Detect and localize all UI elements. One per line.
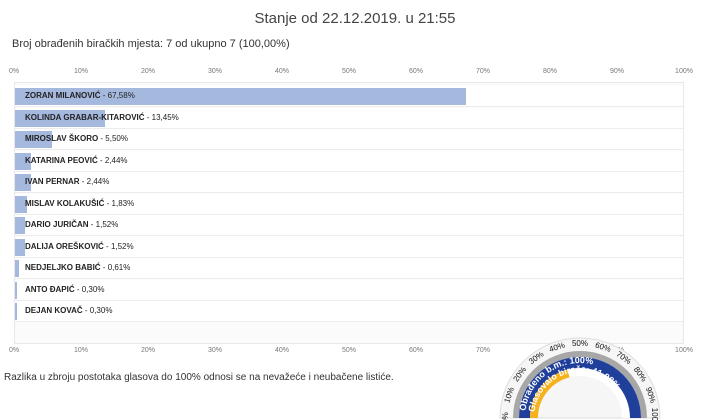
x-tick-label: 0% xyxy=(8,68,20,75)
x-tick-label: 100% xyxy=(675,347,693,354)
processed-stations-arc xyxy=(519,357,641,419)
candidate-name: DEJAN KOVAČ xyxy=(25,306,83,315)
candidate-name: MISLAV KOLAKUŠIĆ xyxy=(25,198,105,208)
x-tick-label: 50% xyxy=(341,347,357,354)
label-separator: - xyxy=(98,134,106,143)
candidate-label: DALIJA OREŠKOVIĆ - 1,52% xyxy=(25,242,134,251)
candidate-percent: 1,52% xyxy=(95,220,119,229)
candidate-row: DALIJA OREŠKOVIĆ - 1,52% xyxy=(15,236,683,258)
x-tick-label: 30% xyxy=(207,347,223,354)
x-axis-top: 0% 10% 20% 30% 40% 50% 60% 70% 80% 90% 100% xyxy=(9,68,693,80)
candidate-percent: 0,61% xyxy=(107,263,131,272)
page-title: Stanje od 22.12.2019. u 21:55 xyxy=(254,10,456,27)
candidate-label: MISLAV KOLAKUŠIĆ - 1,83% xyxy=(25,199,134,208)
result-bar xyxy=(15,303,17,320)
gauge-outer-ring xyxy=(513,351,647,419)
candidate-name: KOLINDA GRABAR-KITAROVIĆ xyxy=(25,112,145,122)
label-separator: - xyxy=(82,306,90,315)
candidate-row: IVAN PERNAR - 2,44% xyxy=(15,172,683,193)
candidate-row: MISLAV KOLAKUŠIĆ - 1,83% xyxy=(15,193,683,215)
label-separator: - xyxy=(74,284,82,294)
x-tick-label: 70% xyxy=(475,68,491,75)
candidate-percent: 1,52% xyxy=(110,241,134,251)
candidate-name: MIROSLAV ŠKORO xyxy=(25,134,99,143)
label-separator: - xyxy=(100,91,108,100)
label-separator: - xyxy=(88,220,96,229)
x-tick-label: 40% xyxy=(274,68,290,75)
x-tick-label: 40% xyxy=(274,347,290,354)
result-bar xyxy=(15,195,28,213)
candidate-percent: 0,30% xyxy=(81,284,105,294)
processed-stations-subtitle: Broj obrađenih biračkih mjesta: 7 od uku… xyxy=(12,38,290,50)
result-bar xyxy=(15,217,26,234)
candidate-row: MIROSLAV ŠKORO - 5,50% xyxy=(15,129,683,150)
candidate-name: KATARINA PEOVIĆ xyxy=(25,155,98,165)
footnote: Razlika u zbroju postotaka glasova do 10… xyxy=(4,372,394,383)
result-bar xyxy=(15,88,467,105)
x-tick-label: 70% xyxy=(475,347,491,354)
x-tick-label: 30% xyxy=(207,68,223,75)
x-tick-label: 60% xyxy=(408,68,424,75)
candidate-label: IVAN PERNAR - 2,44% xyxy=(25,177,109,186)
candidate-name: IVAN PERNAR xyxy=(25,177,80,186)
x-tick-label: 60% xyxy=(408,347,424,354)
candidate-label: KOLINDA GRABAR-KITAROVIĆ - 13,45% xyxy=(25,113,179,122)
candidate-row: DARIO JURIČAN - 1,52% xyxy=(15,215,683,236)
candidate-percent: 67,58% xyxy=(107,91,135,100)
gauge-tick-label: 50% xyxy=(572,339,588,348)
gauge-tick-label: 100% xyxy=(650,408,659,420)
candidate-name: ANTO ĐAPIĆ xyxy=(25,284,75,294)
candidate-label: NEDJELJKO BABIĆ - 0,61% xyxy=(25,263,130,272)
candidate-label: DEJAN KOVAČ - 0,30% xyxy=(25,306,112,315)
candidate-label: ANTO ĐAPIĆ - 0,30% xyxy=(25,285,104,294)
result-bar xyxy=(15,260,20,277)
candidate-row: ZORAN MILANOVIĆ - 67,58% xyxy=(15,86,683,107)
result-bar xyxy=(15,131,52,148)
x-tick-label: 20% xyxy=(140,347,156,354)
candidate-percent: 1,83% xyxy=(111,198,135,208)
x-tick-label: 90% xyxy=(609,68,625,75)
candidate-row: KATARINA PEOVIĆ - 2,44% xyxy=(15,150,683,172)
candidate-name: DARIO JURIČAN xyxy=(25,220,89,229)
label-separator: - xyxy=(79,177,87,186)
x-tick-label: 80% xyxy=(542,68,558,75)
results-bar-chart: ZORAN MILANOVIĆ - 67,58% KOLINDA GRABAR-K… xyxy=(14,82,684,344)
result-bar xyxy=(15,174,32,191)
candidate-row: NEDJELJKO BABIĆ - 0,61% xyxy=(15,258,683,279)
label-separator: - xyxy=(103,241,111,251)
candidate-percent: 0,30% xyxy=(89,306,113,315)
turnout-gauge: 0%10%20%30%40% 50% 60%70%80%90%100% Obrađe… xyxy=(499,337,661,420)
result-bar xyxy=(15,152,32,170)
candidate-percent: 2,44% xyxy=(104,155,128,165)
candidate-row: ANTO ĐAPIĆ - 0,30% xyxy=(15,279,683,301)
result-bar xyxy=(15,281,17,299)
candidate-label: MIROSLAV ŠKORO - 5,50% xyxy=(25,134,128,143)
label-separator: - xyxy=(97,155,105,165)
candidate-label: DARIO JURIČAN - 1,52% xyxy=(25,220,118,229)
label-separator: - xyxy=(144,112,152,122)
candidate-name: DALIJA OREŠKOVIĆ xyxy=(25,241,104,251)
x-tick-label: 50% xyxy=(341,68,357,75)
label-separator: - xyxy=(104,198,112,208)
candidate-row: DEJAN KOVAČ - 0,30% xyxy=(15,301,683,322)
candidate-row: KOLINDA GRABAR-KITAROVIĆ - 13,45% xyxy=(15,107,683,129)
x-tick-label: 10% xyxy=(73,347,89,354)
x-tick-label: 0% xyxy=(8,347,20,354)
gauge-tick-label: 0% xyxy=(501,412,510,420)
candidate-label: ZORAN MILANOVIĆ - 67,58% xyxy=(25,91,135,100)
candidate-percent: 5,50% xyxy=(105,134,128,143)
candidate-name: NEDJELJKO BABIĆ xyxy=(25,263,101,272)
candidate-label: KATARINA PEOVIĆ - 2,44% xyxy=(25,156,128,165)
candidate-percent: 13,45% xyxy=(151,112,179,122)
x-tick-label: 20% xyxy=(140,68,156,75)
turnout-arc xyxy=(530,369,570,419)
label-separator: - xyxy=(100,263,108,272)
x-tick-label: 100% xyxy=(675,68,693,75)
candidate-percent: 2,44% xyxy=(86,177,110,186)
result-bar xyxy=(15,238,26,256)
result-bar xyxy=(15,109,105,127)
candidate-name: ZORAN MILANOVIĆ xyxy=(25,91,101,100)
x-tick-label: 10% xyxy=(73,68,89,75)
